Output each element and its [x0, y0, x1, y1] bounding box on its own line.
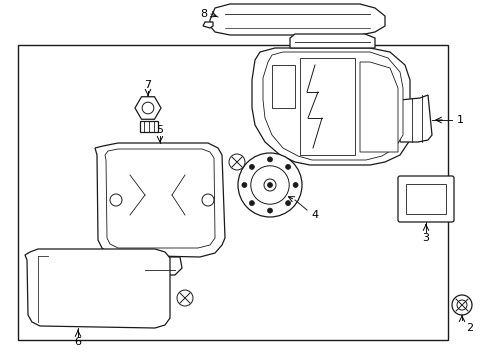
Polygon shape	[138, 257, 182, 275]
Polygon shape	[210, 4, 385, 35]
Polygon shape	[203, 22, 213, 28]
Polygon shape	[140, 121, 158, 132]
FancyBboxPatch shape	[398, 176, 454, 222]
Polygon shape	[360, 62, 398, 152]
Circle shape	[229, 154, 245, 170]
Circle shape	[202, 194, 214, 206]
Text: 7: 7	[145, 80, 151, 90]
Polygon shape	[263, 52, 403, 160]
Circle shape	[286, 201, 291, 206]
Text: 2: 2	[466, 323, 473, 333]
Polygon shape	[105, 149, 215, 248]
Text: 8: 8	[200, 9, 208, 19]
Circle shape	[268, 183, 272, 188]
Circle shape	[242, 183, 247, 188]
Polygon shape	[135, 97, 161, 119]
Polygon shape	[300, 58, 355, 155]
Circle shape	[268, 157, 272, 162]
Circle shape	[249, 201, 254, 206]
Polygon shape	[272, 65, 295, 108]
Text: 3: 3	[422, 233, 430, 243]
Circle shape	[293, 183, 298, 188]
Circle shape	[286, 165, 291, 170]
Polygon shape	[252, 48, 410, 165]
Circle shape	[251, 166, 289, 204]
Circle shape	[268, 208, 272, 213]
Circle shape	[142, 102, 154, 114]
Circle shape	[177, 290, 193, 306]
Polygon shape	[95, 143, 225, 257]
Circle shape	[249, 165, 254, 170]
Circle shape	[452, 295, 472, 315]
Circle shape	[457, 300, 467, 310]
Polygon shape	[290, 34, 375, 48]
Polygon shape	[25, 249, 170, 328]
Text: 1: 1	[457, 115, 464, 125]
Text: 4: 4	[312, 210, 318, 220]
Bar	[18, 45, 448, 340]
Text: 5: 5	[156, 125, 164, 135]
Bar	[406, 184, 446, 214]
Text: 6: 6	[74, 337, 81, 347]
Circle shape	[238, 153, 302, 217]
Circle shape	[264, 179, 276, 191]
Polygon shape	[400, 95, 432, 142]
Circle shape	[110, 194, 122, 206]
